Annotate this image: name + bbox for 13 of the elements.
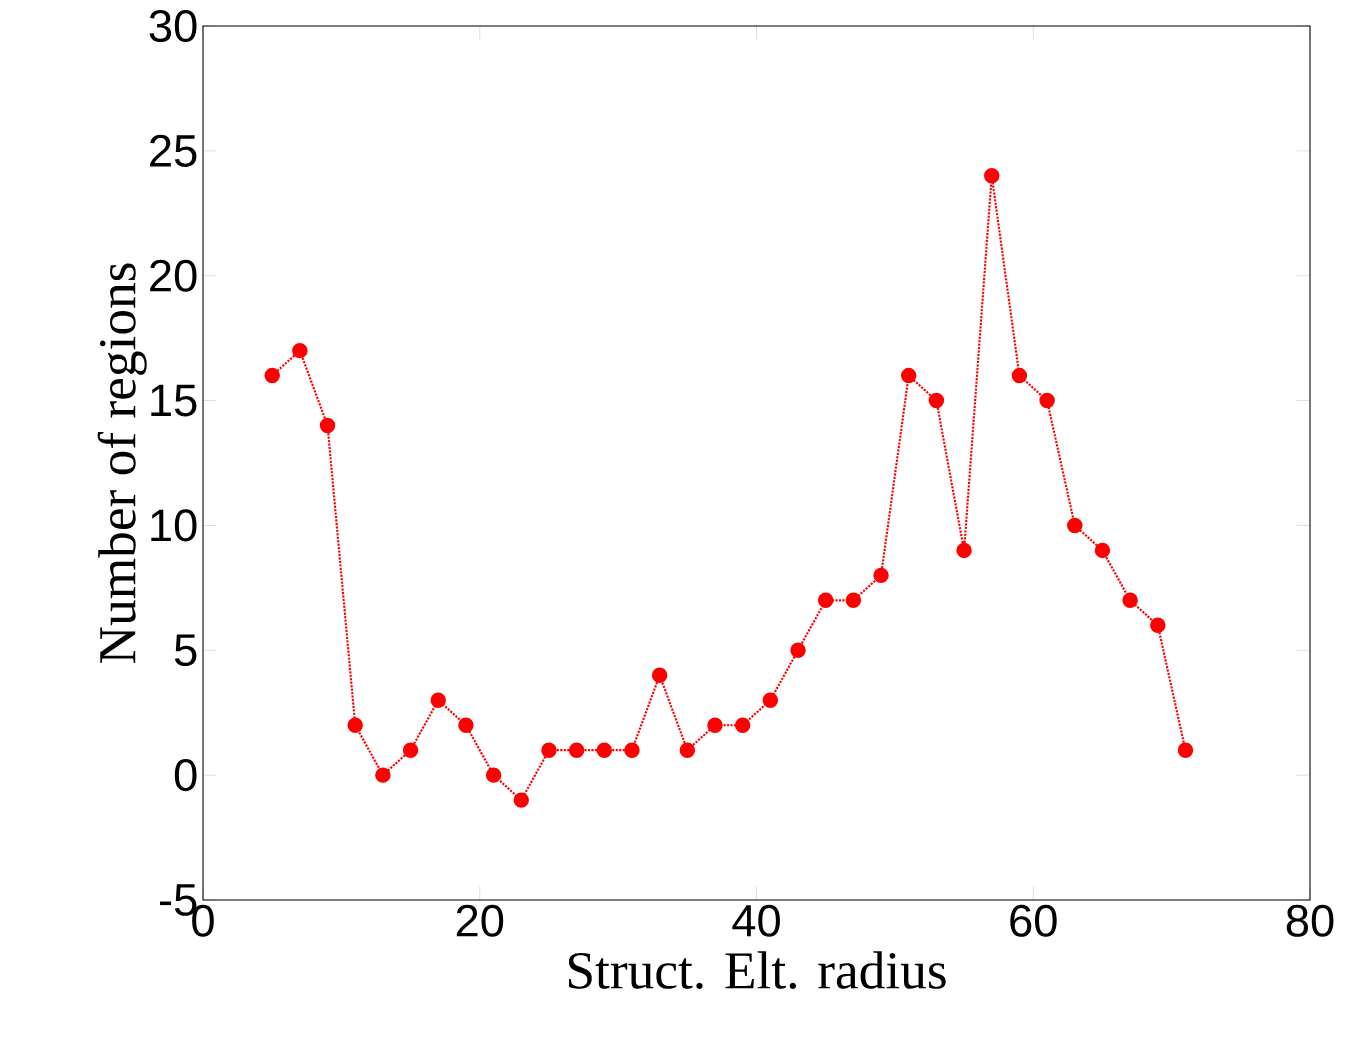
y-tick-label: 30 bbox=[149, 9, 197, 43]
x-tick-label: 60 bbox=[1010, 904, 1057, 937]
x-tick-label: 40 bbox=[732, 904, 780, 937]
y-tick-label: 15 bbox=[151, 384, 197, 417]
y-tick-label: 10 bbox=[151, 509, 197, 542]
y-tick-label: 5 bbox=[174, 634, 197, 667]
y-tick-label: 25 bbox=[150, 134, 197, 167]
x-axis-title: Struct. Elt. radius bbox=[569, 951, 946, 990]
x-tick-label: 80 bbox=[1286, 904, 1334, 937]
x-tick-label: 20 bbox=[456, 904, 504, 937]
y-tick-label: 20 bbox=[150, 259, 197, 292]
y-tick-label: 0 bbox=[174, 759, 197, 792]
y-axis-title: Number of regions bbox=[97, 263, 147, 663]
